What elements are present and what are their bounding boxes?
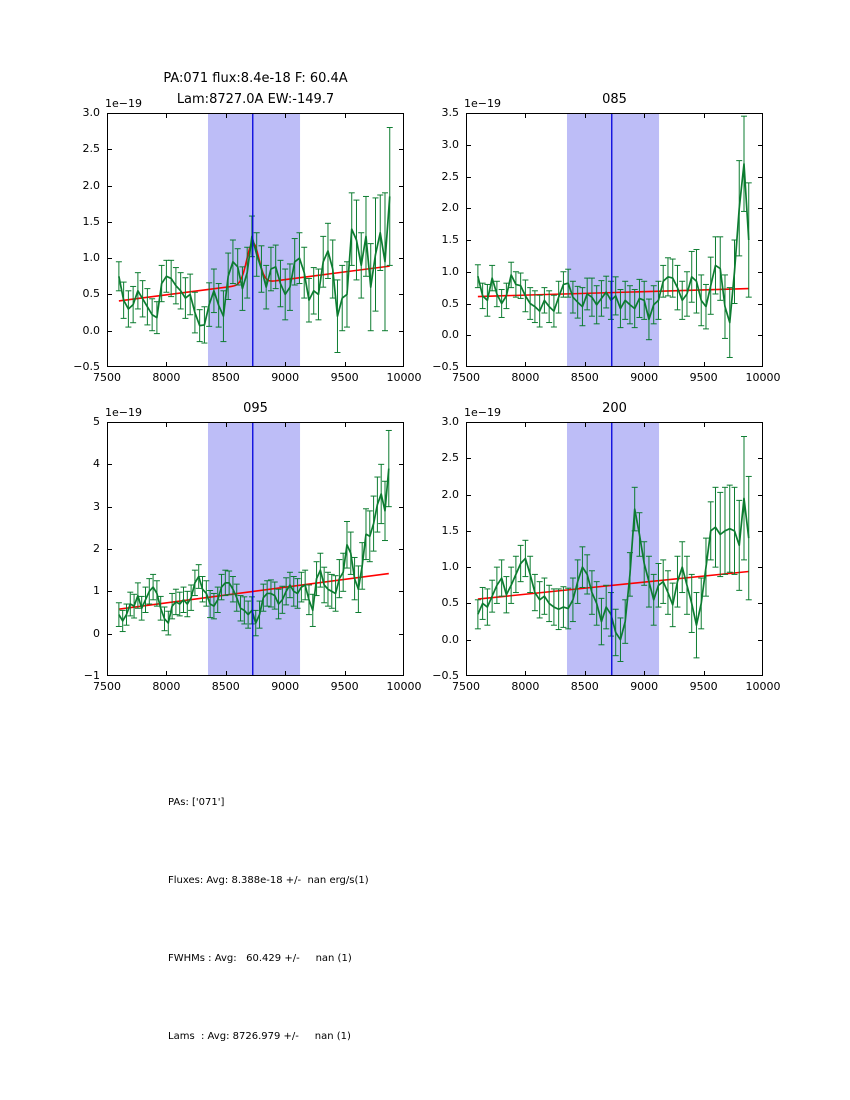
x-tick-label: 9000	[630, 371, 659, 384]
y-tick-label: 1.0	[441, 560, 460, 574]
axes-frame	[466, 422, 763, 676]
x-tick-label: 7500	[452, 680, 480, 693]
y-tick-label: 3	[93, 499, 100, 513]
y-tick-label: 0	[93, 626, 100, 640]
x-tick-label: 9500	[689, 680, 718, 693]
x-tick-label: 8500	[211, 371, 240, 384]
y-tick-label: 2.0	[441, 201, 460, 215]
subplot-pa071: PA:071 flux:8.4e-18 F: 60.4A Lam:8727.0A…	[73, 71, 421, 384]
plot-svg	[466, 113, 763, 367]
y-tick-label: 3.0	[82, 106, 101, 119]
y-tick-label: −0.5	[432, 360, 459, 373]
y-tick-label: 1.5	[441, 233, 460, 246]
x-tick-label: 9000	[630, 680, 659, 693]
y-tick-label: 0.0	[441, 632, 460, 646]
y-tick-label: 0.5	[441, 596, 460, 610]
subplot-title-line1: PA:071 flux:8.4e-18 F: 60.4A	[163, 71, 348, 86]
fit-line	[118, 572, 389, 610]
subplot-pa071-title: PA:071 flux:8.4e-18 F: 60.4A Lam:8727.0A…	[47, 68, 464, 110]
y-tick-label: 0.0	[441, 328, 460, 342]
x-tick-label: 10000	[745, 371, 781, 384]
fit-line	[477, 570, 749, 600]
plot-svg	[466, 422, 763, 676]
x-tick-label: 9000	[271, 371, 300, 384]
x-tick-label: 8500	[570, 371, 599, 384]
y-tick-label: 3.5	[441, 106, 460, 119]
x-tick-label: 10000	[386, 371, 422, 384]
y-tick-label: 1.5	[82, 214, 101, 228]
subplot-pa085-title: 085	[602, 92, 627, 107]
x-tick-label: 8000	[511, 680, 540, 693]
y-tick-label: 1.0	[82, 251, 101, 265]
shaded-band	[207, 113, 301, 367]
axes-frame	[107, 113, 404, 367]
shaded-band	[566, 422, 660, 676]
x-tick-label: 10000	[386, 680, 422, 693]
y-tick-label: −1	[83, 669, 100, 682]
y-tick-label: 5	[93, 415, 100, 428]
x-tick-label: 8000	[152, 680, 181, 693]
x-tick-label: 8000	[152, 371, 181, 384]
y-tick-label: 0.5	[441, 296, 460, 310]
x-tick-label: 7500	[93, 371, 121, 384]
x-tick-label: 7500	[93, 680, 121, 693]
y-axis-offset-label: 1e−19	[464, 97, 501, 110]
shaded-band	[566, 113, 660, 367]
y-tick-label: 2.5	[441, 169, 460, 183]
axes-canvas	[107, 113, 404, 367]
stats-block: PAs: ['071'] Fluxes: Avg: 8.388e-18 +/- …	[168, 738, 369, 1100]
y-tick-label: −0.5	[432, 669, 459, 682]
y-axis-offset-label: 1e−19	[105, 97, 142, 110]
x-tick-label: 9500	[330, 680, 359, 693]
y-tick-label: 1	[93, 584, 100, 598]
y-axis-offset-label: 1e−19	[464, 406, 501, 419]
x-tick-label: 9000	[271, 680, 300, 693]
y-tick-label: 2.5	[441, 451, 460, 465]
y-tick-label: 3.0	[441, 415, 460, 428]
x-tick-label: 10000	[745, 680, 781, 693]
y-tick-label: 1.5	[441, 523, 460, 537]
x-tick-label: 8500	[570, 680, 599, 693]
y-tick-label: 2.0	[441, 487, 460, 501]
plot-svg	[107, 422, 404, 676]
x-tick-label: 8500	[211, 680, 240, 693]
y-tick-label: 2	[93, 542, 100, 555]
axes-frame	[107, 422, 404, 676]
subplot-pa095-title: 095	[243, 401, 268, 416]
data-line	[118, 468, 390, 624]
axes-frame	[466, 113, 763, 367]
y-tick-label: 1.0	[441, 264, 460, 278]
data-line	[118, 196, 391, 327]
subplot-pa085: 085 1e−19 7500 8000 8500 9000 9500 10000 3.5 3.…	[432, 92, 780, 384]
y-tick-label: 3.0	[441, 137, 460, 151]
data-line	[477, 497, 750, 641]
y-tick-label: 2.0	[82, 178, 101, 192]
stats-fwhms: FWHMs : Avg: 60.429 +/- nan (1)	[168, 953, 352, 964]
y-tick-label: 2.5	[82, 142, 101, 156]
x-tick-label: 9500	[330, 371, 359, 384]
plot-svg	[107, 113, 404, 367]
y-tick-label: 0.0	[82, 323, 101, 337]
stats-fluxes: Fluxes: Avg: 8.388e-18 +/- nan erg/s(1)	[168, 875, 369, 886]
axes-canvas	[466, 422, 763, 676]
subplot-pa200: 200 1e−19 7500 8000 8500 9000 9500 10000 3.0 2.…	[432, 401, 780, 693]
subplot-pa200-title: 200	[602, 401, 627, 416]
x-tick-label: 7500	[452, 371, 480, 384]
subplot-pa095: 095 1e−19 7500 8000 8500 9000 9500 10000 5 4 3 2 1…	[84, 401, 422, 693]
axes-canvas	[107, 422, 404, 676]
shaded-band	[207, 422, 301, 676]
y-tick-label: 0.5	[82, 287, 101, 301]
y-tick-label: 4	[93, 457, 100, 471]
fit-line	[477, 287, 749, 298]
y-axis-offset-label: 1e−19	[105, 406, 142, 419]
stats-lams: Lams : Avg: 8726.979 +/- nan (1)	[168, 1031, 351, 1042]
axes-canvas	[466, 113, 763, 367]
x-tick-label: 9500	[689, 371, 718, 384]
subplot-title-line2: Lam:8727.0A EW:-149.7	[176, 92, 335, 107]
y-tick-label: −0.5	[73, 360, 100, 373]
data-line	[477, 162, 750, 324]
x-tick-label: 8000	[511, 371, 540, 384]
stats-pas: PAs: ['071']	[168, 797, 225, 808]
